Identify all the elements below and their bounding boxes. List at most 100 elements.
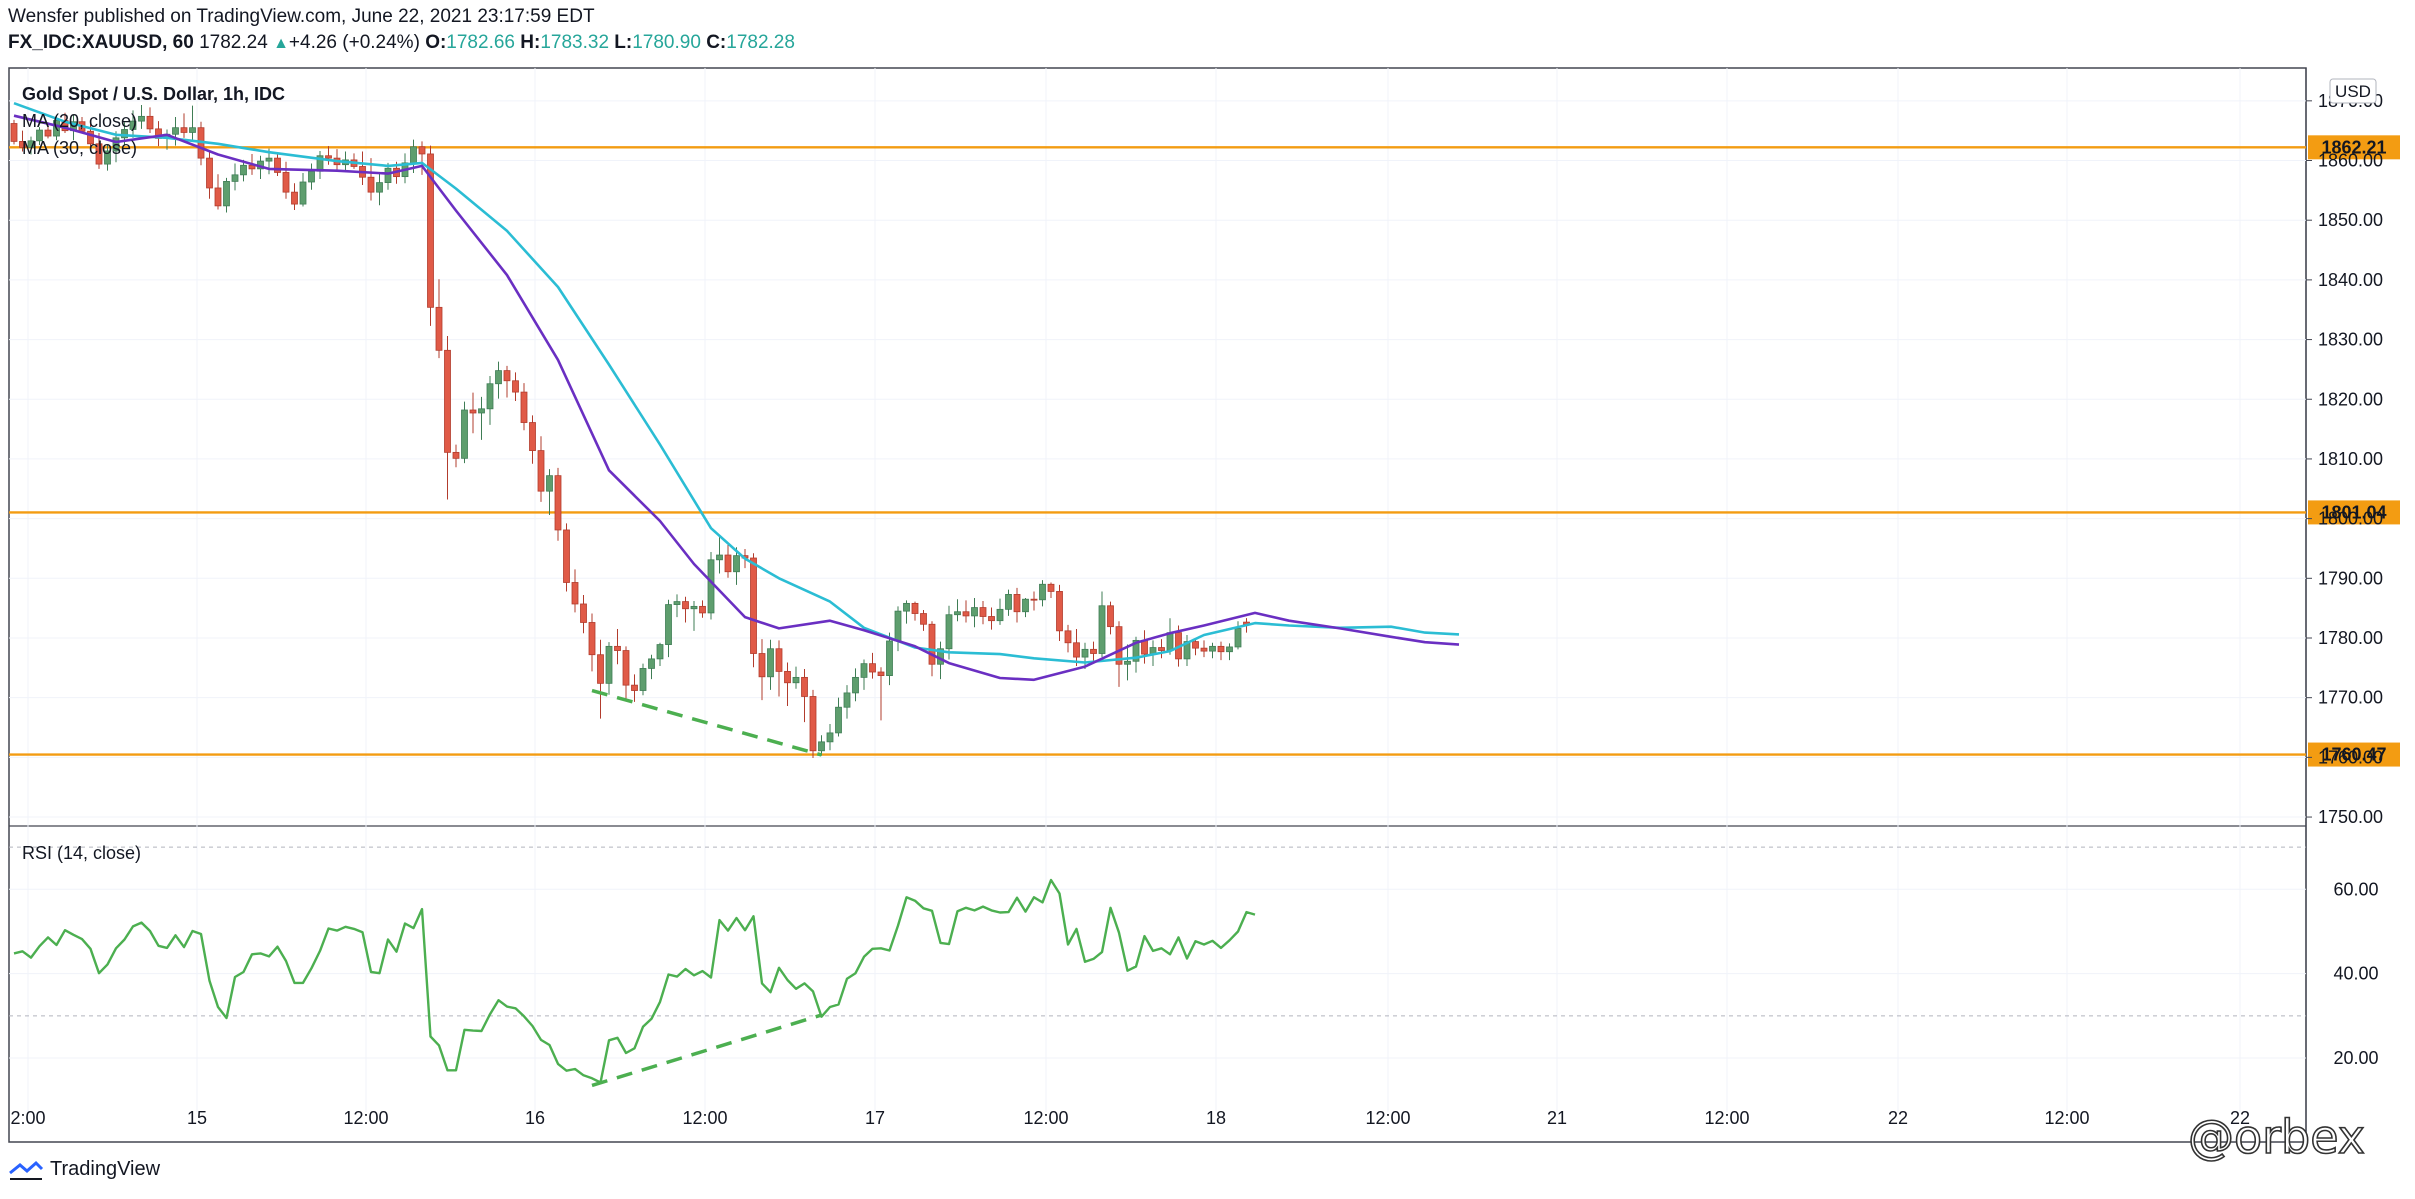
candle-body	[486, 383, 494, 410]
candle-body	[588, 622, 596, 656]
candle-body	[1056, 591, 1063, 632]
candle-body	[792, 676, 800, 684]
candle-body	[758, 653, 766, 678]
candle-body	[911, 602, 919, 614]
price-tick-label: 1820.00	[2318, 389, 2383, 409]
up-triangle-icon: ▲	[273, 35, 289, 52]
rsi-line	[13, 878, 1256, 1084]
candle-body	[750, 557, 757, 654]
candle-body	[767, 648, 774, 678]
ohlc-line: FX_IDC:XAUUSD, 60 1782.24 ▲+4.26 (+0.24%…	[8, 32, 795, 54]
candle-body	[826, 732, 834, 743]
rsi-tick-label: 60.00	[2333, 879, 2378, 899]
price-change: +4.26 (+0.24%)	[288, 32, 420, 53]
open-value: 1782.66	[446, 32, 515, 53]
time-tick-label: 12:00	[1365, 1108, 1410, 1128]
candle-body	[444, 349, 451, 453]
price-tick-label: 1810.00	[2318, 449, 2383, 469]
candle-body	[189, 127, 196, 133]
candle-body	[469, 409, 477, 414]
price-tick-label: 1850.00	[2318, 210, 2383, 230]
candle-body	[19, 141, 26, 148]
candles	[10, 105, 1250, 758]
rsi-tick-label: 20.00	[2333, 1048, 2378, 1068]
candle-body	[478, 408, 485, 414]
legend-ma30: MA (30, close)	[22, 138, 137, 158]
candle-body	[1081, 648, 1089, 658]
level-price-label: 1760.47	[2321, 745, 2386, 765]
candle-body	[1200, 647, 1208, 652]
time-tick-label: 12:00	[2044, 1108, 2089, 1128]
candle-body	[962, 611, 970, 617]
candle-body	[928, 623, 936, 665]
candle-body	[384, 167, 392, 183]
candle-body	[214, 187, 222, 207]
candle-body	[435, 306, 443, 351]
candle-body	[27, 140, 35, 148]
currency-badge-box	[2329, 78, 2377, 104]
candle-body	[605, 645, 613, 684]
candle-body	[648, 658, 655, 669]
publisher-text: Wensfer published on TradingView.com, Ju…	[8, 6, 595, 27]
candle-body	[639, 668, 647, 691]
candle-body	[835, 706, 842, 734]
candle-body	[1124, 660, 1131, 665]
candle-body	[325, 155, 332, 159]
price-tick-label: 1770.00	[2318, 688, 2383, 708]
low-value: 1780.90	[632, 32, 701, 53]
time-tick-label: 17	[865, 1108, 885, 1128]
price-tick-label: 1800.00	[2318, 509, 2383, 529]
candle-body	[138, 115, 145, 122]
candle-body	[631, 684, 638, 691]
candle-body	[554, 475, 562, 531]
candle-body	[495, 370, 502, 385]
watermark: @orbex	[2187, 1109, 2366, 1165]
level-price-tag	[2308, 500, 2400, 525]
candle-body	[452, 451, 460, 459]
time-tick-label: 12:00	[1704, 1108, 1749, 1128]
candle-body	[1098, 605, 1106, 654]
level-price-label: 1801.04	[2321, 502, 2386, 522]
candle-body	[282, 172, 290, 193]
time-tick-label: 21	[1547, 1108, 1567, 1128]
candle-body	[1064, 630, 1072, 644]
legend-ma20: MA (20, close)	[22, 111, 137, 131]
candle-body	[427, 153, 434, 308]
candle-body	[231, 174, 239, 182]
candle-body	[894, 610, 902, 642]
footer-brand: TradingView	[50, 1158, 161, 1180]
tradingview-logo-icon	[9, 1160, 44, 1180]
candle-body	[614, 645, 621, 651]
candle-body	[954, 611, 961, 616]
candle-body	[784, 671, 791, 684]
candle-body	[503, 370, 511, 382]
candle-body	[95, 143, 103, 165]
candle-body	[724, 554, 732, 573]
candle-body	[818, 741, 825, 752]
candle-body	[622, 650, 630, 686]
horizontal-levels: 1862.21 1801.04 1760.47	[9, 135, 2400, 767]
candle-body	[274, 157, 281, 173]
candle-body	[121, 129, 128, 139]
candle-body	[291, 191, 298, 205]
grid	[9, 68, 2306, 1112]
rsi-divergence-line	[591, 1013, 823, 1088]
footer: TradingView	[8, 1158, 160, 1181]
candle-body	[1030, 598, 1038, 601]
candle-body	[223, 181, 230, 207]
currency-badge[interactable]: USD	[2329, 78, 2377, 104]
publisher-line: Wensfer published on TradingView.com, Ju…	[8, 6, 595, 28]
candle-body	[1183, 641, 1191, 660]
candle-body	[53, 120, 60, 137]
candle-body	[520, 391, 528, 423]
last-price: 1782.24	[199, 32, 268, 53]
time-tick-label: 12:00	[1023, 1108, 1068, 1128]
candle-body	[682, 601, 689, 610]
chart-frame	[8, 67, 2307, 1143]
candle-body	[104, 150, 111, 165]
candle-body	[733, 555, 740, 573]
candle-body	[308, 170, 315, 183]
time-tick-label: 18	[1206, 1108, 1226, 1128]
symbol-label: FX_IDC:XAUUSD, 60	[8, 32, 194, 53]
